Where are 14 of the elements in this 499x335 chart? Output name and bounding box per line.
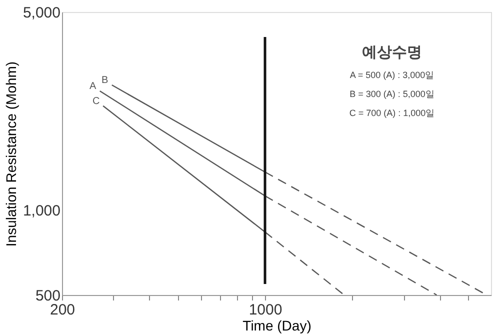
series-label: B bbox=[102, 75, 109, 86]
x-axis-title: Time (Day) bbox=[242, 318, 312, 334]
annotation: A = 500 (A) : 3,000일 bbox=[350, 70, 434, 80]
x-tick-label: 200 bbox=[50, 302, 76, 318]
annotation: C = 700 (A) : 1,000일 bbox=[349, 108, 435, 118]
y-axis-title: Insulation Resistance (Mohm) bbox=[2, 61, 19, 247]
series-label: C bbox=[92, 96, 100, 107]
y-tick-label: 1,000 bbox=[22, 202, 60, 220]
annotation: 예상수명 bbox=[362, 44, 422, 61]
y-tick-label: 5,000 bbox=[22, 4, 60, 22]
y-tick-label: 500 bbox=[35, 288, 60, 304]
x-tick-label: 1000 bbox=[248, 302, 282, 318]
annotation: B = 300 (A) : 5,000일 bbox=[350, 89, 434, 99]
series-label: A bbox=[90, 80, 97, 92]
